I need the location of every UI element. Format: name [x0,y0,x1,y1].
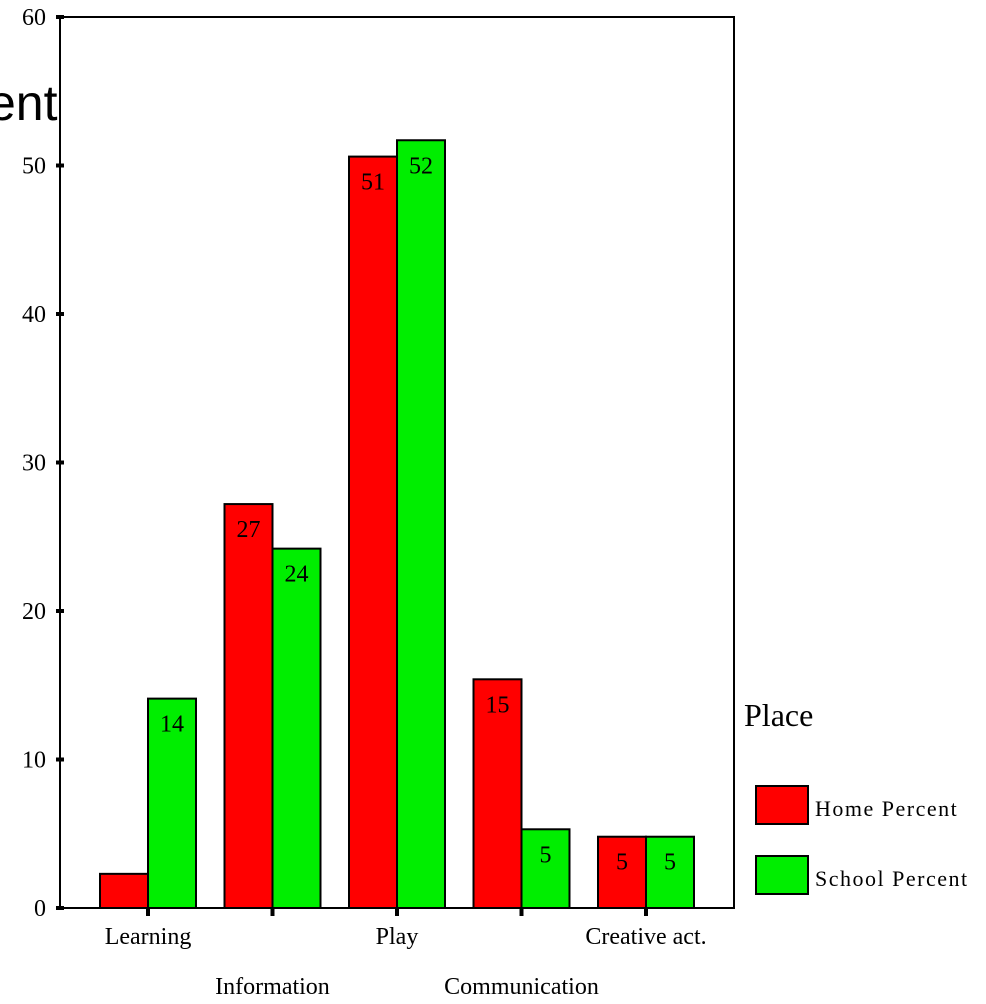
y-tick-label: 50 [22,154,46,180]
bar-school [271,547,322,909]
bar-school [520,828,571,909]
data-label: 5 [664,850,676,876]
bars: 14 27 24 51 52 15 5 5 5 [99,139,695,909]
data-label: 15 [486,692,510,718]
bar-home [99,872,149,909]
x-category-label: Communication [444,974,599,1000]
legend-swatch-school [755,855,809,895]
y-axis: 0 10 20 30 40 50 60 [22,5,64,922]
bar-home [597,835,647,909]
x-axis: Learning Information Play Communication Crea… [105,908,707,1000]
data-label: 5 [540,842,552,868]
x-category-label: Learning [105,924,192,950]
y-tick-label: 60 [22,5,46,31]
data-label: 52 [409,153,433,179]
bar-home [472,678,523,909]
y-tick-label: 10 [22,748,46,774]
legend-swatch-home [755,785,809,825]
x-category-label: Play [376,924,419,950]
legend-entry-school: School Percent [815,866,969,891]
x-category-label: Information [215,974,330,1000]
data-label: 27 [237,517,261,543]
y-tick-label: 20 [22,599,46,625]
legend-entry-home: Home Percent [815,796,958,821]
legend: Place Home Percent School Percent [744,697,969,895]
bar-home [348,155,398,909]
bar-home [223,503,274,909]
data-label: 5 [616,850,628,876]
y-tick-label: 0 [34,896,46,922]
x-category-label: Creative act. [585,924,706,950]
data-label: 24 [285,562,309,588]
bar-school [396,139,446,909]
data-label: 14 [160,712,184,738]
chart-title-fragment: ent [0,75,58,131]
bar-school [147,697,197,909]
y-tick-label: 40 [22,302,46,328]
legend-title: Place [744,697,813,733]
y-tick-label: 30 [22,451,46,477]
data-label: 51 [361,170,385,196]
bar-school [645,835,695,909]
